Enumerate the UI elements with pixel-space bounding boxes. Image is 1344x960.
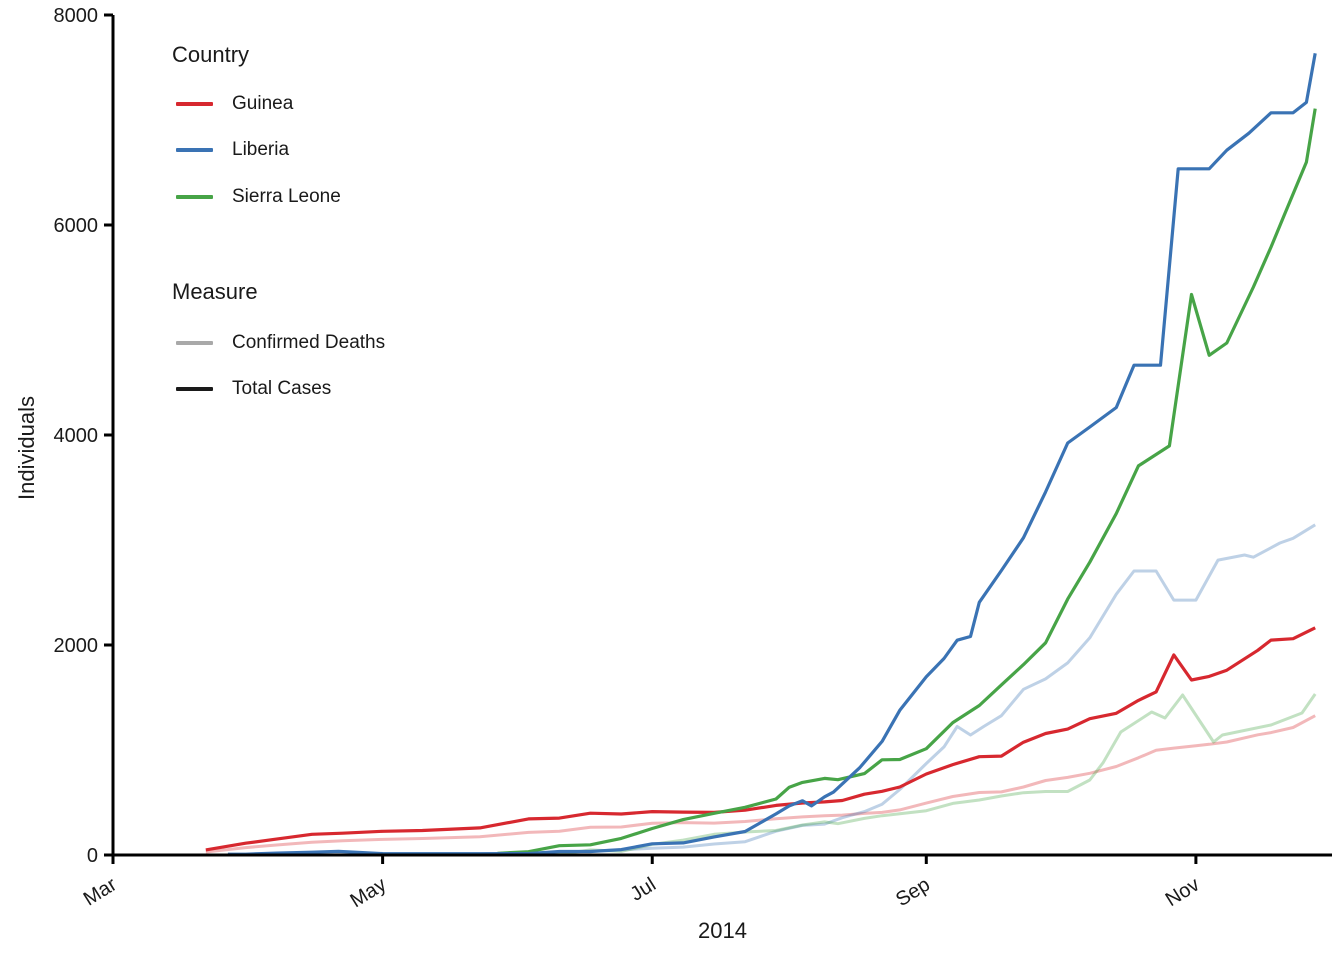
sierra-leone-line-swatch-icon	[176, 195, 213, 199]
legend-label-confirmed-deaths: Confirmed Deaths	[232, 332, 386, 353]
x-tick-label: Nov	[1162, 874, 1204, 912]
y-tick-label: 2000	[54, 635, 99, 657]
legend-item-sierra-leone: Sierra Leone	[176, 186, 341, 208]
legend-label-sierra-leone: Sierra Leone	[232, 186, 341, 207]
x-tick-label: Jul	[627, 874, 660, 906]
x-axis-title: 2014	[698, 918, 747, 943]
legend-label-guinea: Guinea	[232, 93, 294, 114]
series-line-sierra-leone-total-cases	[497, 108, 1317, 855]
series-line-guinea-total-cases	[205, 626, 1316, 852]
legend-country-title: Country	[172, 42, 250, 67]
legend-label-liberia: Liberia	[232, 139, 290, 160]
legend-label-total-cases: Total Cases	[232, 378, 332, 399]
x-tick-label: Mar	[80, 873, 121, 910]
legend-item-confirmed-deaths: Confirmed Deaths	[176, 332, 385, 354]
x-tick-label: May	[347, 874, 391, 913]
x-tick-label: Sep	[892, 874, 934, 912]
y-axis-title: Individuals	[14, 396, 39, 500]
series-line-liberia-total-cases	[227, 53, 1317, 856]
legend-item-total-cases: Total Cases	[176, 378, 331, 400]
total-cases-line-swatch-icon	[176, 387, 213, 391]
series-line-guinea-confirmed-deaths	[205, 714, 1316, 854]
liberia-line-swatch-icon	[176, 148, 213, 152]
legend-item-liberia: Liberia	[176, 139, 289, 161]
y-tick-label: 4000	[54, 425, 99, 447]
y-tick-label: 8000	[54, 5, 99, 27]
series-line-liberia-confirmed-deaths	[276, 523, 1316, 857]
legend-item-guinea: Guinea	[176, 93, 293, 115]
series-line-sierra-leone-confirmed-deaths	[497, 693, 1317, 856]
y-tick-label: 6000	[54, 215, 99, 237]
legend-measure-title: Measure	[172, 279, 258, 304]
y-tick-label: 0	[87, 845, 98, 867]
guinea-line-swatch-icon	[176, 102, 213, 106]
confirmed-deaths-line-swatch-icon	[176, 341, 213, 345]
